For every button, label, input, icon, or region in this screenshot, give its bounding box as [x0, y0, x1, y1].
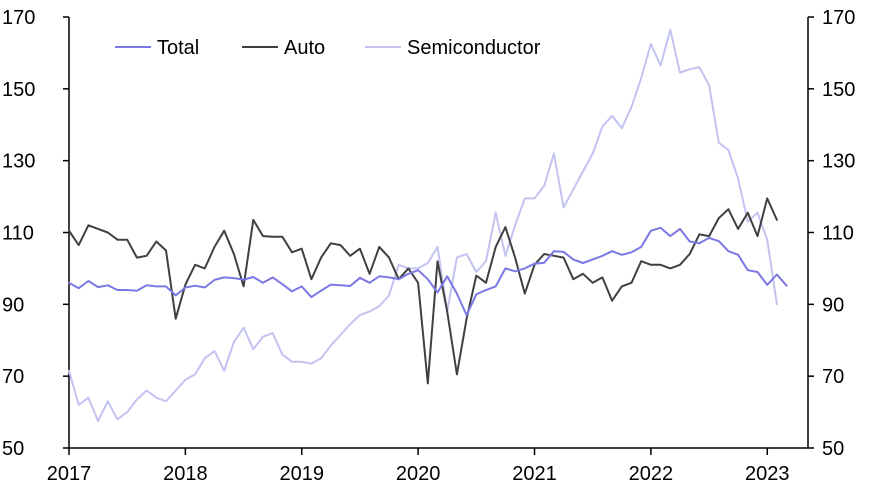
x-tick-label: 2022	[629, 463, 674, 485]
legend-label-total: Total	[157, 37, 199, 59]
y-tick-label-left: 170	[2, 7, 35, 29]
series-line-auto	[68, 197, 778, 385]
y-tick-label-right: 110	[822, 223, 854, 245]
x-tick-label: 2018	[163, 463, 208, 485]
y-tick-label-left: 150	[2, 79, 35, 101]
series-line-total	[68, 226, 788, 317]
x-tick-label: 2020	[396, 463, 441, 485]
y-tick-label-right: 70	[822, 366, 844, 388]
legend-label-semiconductor: Semiconductor	[407, 37, 541, 59]
x-tick-label: 2017	[47, 463, 92, 485]
x-tick-label: 2023	[745, 463, 790, 485]
y-tick-label-left: 90	[2, 294, 24, 316]
x-tick-label: 2019	[280, 463, 325, 485]
chart-series-layer	[68, 28, 788, 423]
x-tick-label: 2021	[512, 463, 557, 485]
y-tick-label-left: 70	[2, 366, 24, 388]
legend-label-auto: Auto	[284, 37, 325, 59]
chart-legend: Total Auto Semiconductor	[115, 37, 541, 59]
chart-axes: 50 70 90 110 130 150 170 50 70 90 110 130 150 170 2017…	[2, 7, 855, 485]
y-tick-label-right: 90	[822, 294, 844, 316]
y-tick-label-right: 150	[822, 79, 855, 101]
y-tick-label-left: 50	[2, 438, 24, 460]
y-tick-label-left: 130	[2, 151, 35, 173]
y-tick-label-right: 130	[822, 151, 855, 173]
y-tick-label-right: 50	[822, 438, 844, 460]
series-line-semiconductor	[68, 28, 778, 423]
y-tick-label-left: 110	[2, 223, 34, 245]
y-tick-label-right: 170	[822, 7, 855, 29]
